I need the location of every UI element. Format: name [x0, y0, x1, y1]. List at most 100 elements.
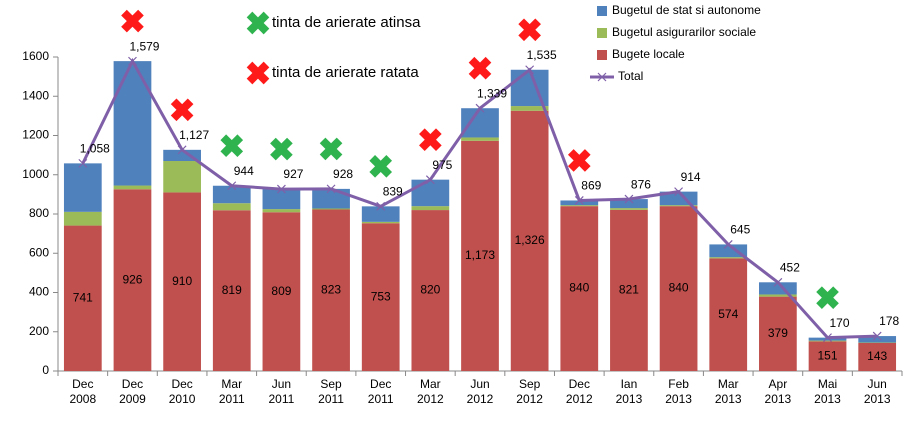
total-marker	[276, 184, 286, 194]
legend-swatch	[597, 50, 607, 60]
bar-segment	[361, 223, 400, 371]
x-tick-label: Dec 2008	[69, 377, 97, 406]
bar-segment	[858, 336, 897, 343]
y-tick-label: 600	[29, 245, 49, 259]
bar-value-label: 1,326	[515, 233, 545, 247]
x-tick-label: Mai 2013	[814, 377, 841, 406]
bar-value-label: 809	[271, 284, 291, 298]
bar-segment	[113, 189, 152, 371]
bar-segment	[560, 206, 599, 371]
bar-segment	[510, 110, 549, 372]
bar-segment	[659, 206, 698, 371]
x-tick-label: Apr 2013	[764, 377, 792, 406]
bar-segment	[262, 189, 301, 210]
total-value-label: 1,339	[477, 86, 507, 100]
x-tick-label: Dec 2011	[367, 377, 394, 406]
total-marker	[574, 196, 584, 205]
bar-segment	[858, 342, 897, 371]
total-value-label: 1,127	[179, 128, 209, 142]
y-tick-label: 1000	[22, 167, 49, 181]
bar-segment	[113, 61, 152, 186]
bar-segment	[63, 163, 102, 212]
bar-segment	[212, 185, 251, 204]
y-tick-label: 200	[29, 324, 49, 338]
bar-segment	[411, 206, 450, 211]
cross-bar	[270, 137, 293, 161]
x-tick-label: Jun 2011	[268, 377, 295, 406]
bar-segment	[610, 209, 648, 371]
bar-value-label: 741	[73, 290, 93, 304]
bar-segment	[461, 137, 499, 141]
legend-swatch	[597, 6, 607, 16]
total-marker	[872, 331, 882, 341]
total-value-label: 927	[283, 167, 303, 181]
target-marker	[518, 18, 541, 42]
x-tick-label: Dec 2010	[168, 377, 196, 406]
target-marker	[170, 98, 194, 122]
total-value-label: 645	[730, 223, 750, 237]
total-marker	[475, 103, 485, 113]
bar-segment	[560, 200, 599, 206]
bar-segment	[212, 210, 251, 371]
total-marker	[376, 201, 386, 211]
legend-marker	[597, 72, 607, 82]
target-marker	[319, 137, 343, 161]
legend-label: Bugetul asigurarilor sociale	[612, 25, 756, 39]
total-value-label: 178	[879, 314, 899, 328]
bar-segment	[113, 185, 152, 190]
y-tick-label: 1400	[22, 88, 49, 102]
y-tick-label: 1600	[22, 49, 49, 63]
x-tick-label: Sep 2011	[318, 377, 344, 406]
bar-value-label: 820	[420, 283, 440, 297]
bar-value-label: 753	[371, 289, 391, 303]
legend-swatch	[597, 28, 607, 38]
bar-value-label: 823	[321, 282, 341, 296]
bar-segment	[709, 258, 748, 371]
bar-segment	[709, 244, 748, 258]
target-marker	[220, 134, 244, 158]
bar-segment	[510, 106, 549, 111]
total-marker	[773, 277, 783, 287]
target-legend-marker	[246, 11, 270, 35]
x-tick-label: Dec 2012	[565, 377, 593, 406]
bar-segment	[262, 212, 301, 371]
cross-bar	[518, 18, 541, 42]
total-value-label: 452	[780, 260, 800, 274]
x-tick-label: Jun 2012	[466, 377, 494, 406]
total-marker	[177, 145, 187, 155]
legend-label: Total	[618, 69, 643, 83]
total-marker	[723, 239, 733, 249]
bar-segment	[262, 209, 301, 213]
total-value-label: 928	[333, 167, 353, 181]
x-tick-label: Sep 2012	[516, 377, 543, 406]
bar-segment	[808, 340, 847, 342]
bar-segment	[411, 179, 450, 207]
bar-segment	[312, 208, 350, 210]
bar-segment	[461, 108, 499, 138]
cross-bar	[319, 137, 343, 161]
y-tick-label: 1200	[22, 128, 49, 142]
total-marker	[823, 333, 832, 343]
cross-bar	[220, 134, 244, 158]
bar-value-label: 574	[718, 307, 738, 321]
bar-segment	[610, 199, 648, 209]
cross-bar	[170, 98, 194, 122]
bar-segment	[461, 140, 499, 371]
bar-value-label: 143	[867, 349, 887, 363]
target-marker	[567, 149, 591, 172]
bar-value-label: 840	[669, 281, 689, 295]
bar-value-label: 151	[818, 348, 838, 362]
total-value-label: 1,058	[80, 142, 110, 156]
bar-segment	[709, 257, 748, 259]
total-value-label: 1,579	[129, 39, 159, 53]
target-legend-label: tinta de arierate atinsa	[272, 14, 421, 31]
total-marker	[525, 65, 535, 75]
bar-value-label: 926	[122, 272, 142, 286]
legend-label: Bugetul de stat si autonome	[612, 3, 761, 17]
total-value-label: 1,535	[527, 48, 557, 62]
cross-bar	[816, 286, 839, 309]
total-marker	[227, 181, 237, 191]
bar-segment	[312, 188, 350, 209]
total-marker	[674, 187, 684, 197]
